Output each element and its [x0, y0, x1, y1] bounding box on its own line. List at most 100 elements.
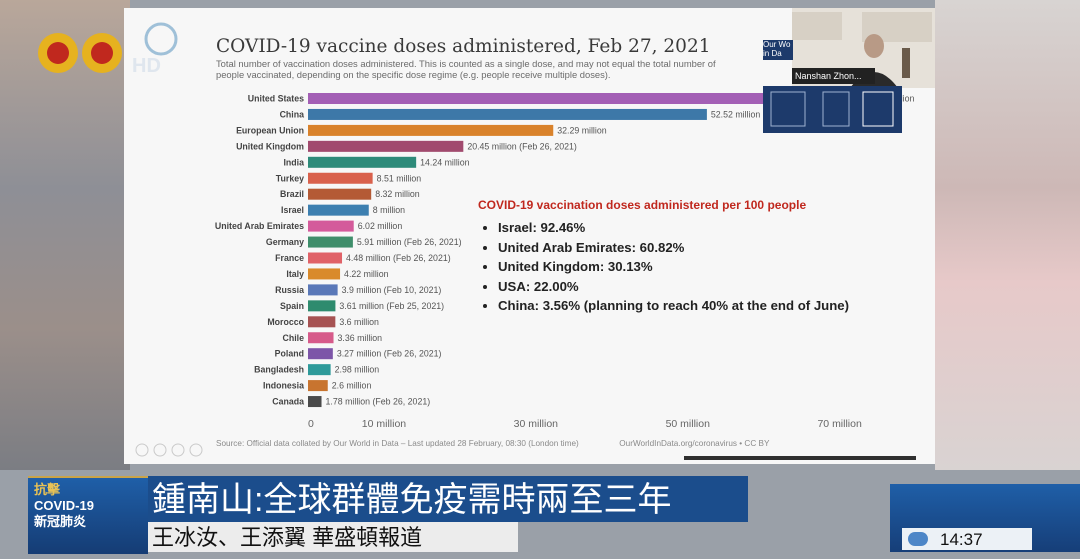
bar [308, 204, 369, 216]
chart-title: COVID-19 vaccine doses administered, Feb… [216, 36, 711, 57]
bar [308, 348, 333, 360]
annotation-item: United Kingdom: 30.13% [498, 257, 898, 277]
data-label: 14.24 million [420, 157, 469, 167]
category-label: Germany [266, 237, 304, 247]
bar [308, 396, 322, 408]
clock-strip [902, 528, 1032, 550]
bar [308, 124, 554, 136]
annotation-item: USA: 22.00% [498, 277, 898, 297]
byline-banner [148, 522, 518, 552]
chart-subtitle: Total number of vaccination doses admini… [216, 58, 716, 80]
category-label: European Union [236, 125, 304, 135]
data-label: 3.9 million (Feb 10, 2021) [342, 285, 442, 295]
data-label: 4.22 million [344, 269, 389, 279]
bar [308, 284, 338, 296]
category-label: Brazil [280, 189, 304, 199]
bar [308, 316, 336, 328]
bar [308, 380, 328, 392]
pen-icon[interactable] [153, 443, 167, 457]
data-label: 32.29 million [557, 125, 606, 135]
phoenix-logo [38, 33, 122, 73]
program-logo-line: 新冠肺炎 [34, 514, 87, 529]
x-tick-label: 0 [308, 418, 314, 430]
x-tick-label: 10 million [362, 418, 407, 430]
bar [308, 140, 464, 152]
x-tick-label: 50 million [666, 418, 711, 430]
emblem-icon [144, 22, 178, 56]
data-label: 3.6 million [339, 317, 379, 327]
data-label: 2.98 million [335, 365, 380, 375]
category-label: Israel [281, 205, 304, 215]
bar [308, 300, 336, 312]
program-logo-line: COVID-19 [34, 498, 94, 513]
program-logo-line: 抗擊 [34, 482, 61, 497]
bar [308, 172, 373, 184]
channel-small-icon [908, 532, 928, 546]
chart-source: Source: Official data collated by Our Wo… [216, 439, 769, 448]
category-label: China [280, 109, 305, 119]
data-label: 8.51 million [377, 173, 422, 183]
annotation-item: Israel: 92.46% [498, 218, 898, 238]
source-text: Source: Official data collated by Our Wo… [216, 439, 579, 448]
bar [308, 252, 343, 264]
annotation-item: China: 3.56% (planning to reach 40% at t… [498, 296, 898, 316]
prev-slide-icon[interactable] [135, 443, 149, 457]
slide-progress-bar [684, 456, 916, 460]
data-label: 6.02 million [358, 221, 403, 231]
data-label: 20.45 million (Feb 26, 2021) [467, 141, 577, 151]
slide-controls[interactable] [134, 442, 284, 458]
bar [308, 220, 354, 232]
bar [308, 236, 353, 248]
data-label: 4.48 million (Feb 26, 2021) [346, 253, 451, 263]
category-label: Bangladesh [254, 365, 304, 375]
data-label: 3.36 million [338, 333, 383, 343]
bar [308, 332, 334, 344]
data-label: 1.78 million (Feb 26, 2021) [326, 397, 431, 407]
category-label: Chile [282, 333, 304, 343]
hd-badge: HD [132, 55, 161, 77]
annotation-title: COVID-19 vaccination doses administered … [478, 198, 807, 212]
category-label: Russia [275, 285, 304, 295]
background-right [935, 0, 1080, 470]
bar [308, 268, 341, 280]
data-label: 8 million [373, 205, 405, 215]
zoom-icon[interactable] [171, 443, 185, 457]
data-label: 2.6 million [332, 381, 372, 391]
data-label: 5.91 million (Feb 26, 2021) [357, 237, 462, 247]
category-label: Morocco [267, 317, 304, 327]
program-logo-text: 抗擊 COVID-19 新冠肺炎 [34, 482, 94, 530]
data-label: 8.32 million [375, 189, 420, 199]
category-label: Spain [280, 301, 304, 311]
background-left [0, 0, 130, 470]
annotation-list: Israel: 92.46% United Arab Emirates: 60.… [478, 218, 898, 316]
credit-text: OurWorldInData.org/coronavirus • CC BY [619, 439, 770, 448]
webcam-feed: Nanshan Zhon... [792, 8, 935, 88]
x-tick-label: 70 million [817, 418, 862, 430]
oxford-martin-school-logo [763, 86, 902, 133]
category-label: France [275, 253, 304, 263]
category-label: Indonesia [263, 381, 304, 391]
bar [308, 93, 861, 104]
bar [308, 364, 331, 376]
category-label: Poland [275, 349, 304, 359]
category-label: Turkey [276, 173, 304, 183]
clock-time: 14:37 [940, 530, 983, 549]
program-logo [28, 476, 148, 554]
oxford-logo [822, 91, 850, 127]
next-slide-icon[interactable] [189, 443, 203, 457]
category-label: United Kingdom [236, 141, 304, 151]
speaker-name: Nanshan Zhon... [792, 68, 875, 84]
category-label: United States [248, 94, 304, 104]
category-label: India [283, 157, 304, 167]
bar [308, 156, 417, 168]
oxford-martin-school-logo [770, 91, 806, 127]
headline-banner [148, 476, 748, 522]
data-label: 3.27 million (Feb 26, 2021) [337, 349, 442, 359]
x-tick-label: 30 million [514, 418, 559, 430]
category-label: Italy [286, 269, 304, 279]
category-label: Canada [272, 397, 304, 407]
byline-text: 王冰汝、王添翼 華盛頓報道 [152, 525, 423, 550]
bar [308, 188, 372, 200]
annotation-item: United Arab Emirates: 60.82% [498, 238, 898, 258]
data-label: 3.61 million (Feb 25, 2021) [339, 301, 444, 311]
